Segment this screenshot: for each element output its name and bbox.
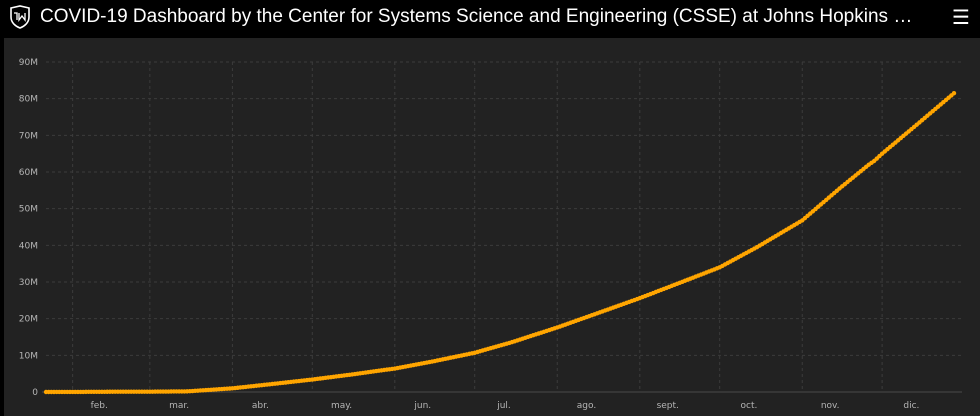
x-tick-label: jul.: [496, 401, 511, 411]
cumulative-cases-chart: 0 10M 20M 30M 40M 50M 60M 70M 80M 90M feb. mar. abr…: [19, 58, 962, 411]
y-tick-label: 60M: [19, 168, 38, 178]
x-tick-label: may.: [331, 401, 352, 411]
y-tick-label: 10M: [19, 351, 38, 361]
x-tick-label: nov.: [821, 401, 840, 411]
y-tick-label: 80M: [19, 95, 38, 105]
x-tick-label: ago.: [577, 401, 596, 411]
chart-grid: [42, 61, 962, 393]
y-tick-label: 20M: [19, 315, 38, 325]
data-point[interactable]: [951, 90, 957, 96]
y-tick-label: 90M: [19, 58, 38, 68]
y-tick-label: 0: [32, 388, 38, 398]
y-tick-label: 50M: [19, 205, 38, 215]
x-tick-label: dic.: [903, 401, 919, 411]
x-tick-label: abr.: [252, 401, 269, 411]
x-tick-label: sept.: [657, 401, 679, 411]
y-tick-label: 70M: [19, 131, 38, 141]
hamburger-menu-icon[interactable]: ☰: [952, 5, 970, 29]
chart-panel: 0 10M 20M 30M 40M 50M 60M 70M 80M 90M feb. mar. abr…: [4, 38, 980, 416]
x-tick-label: mar.: [169, 401, 189, 411]
series-line: [43, 90, 957, 395]
x-tick-label: oct.: [741, 401, 758, 411]
jhu-shield-icon: [10, 5, 30, 29]
dashboard-header: COVID-19 Dashboard by the Center for Sys…: [0, 0, 980, 34]
x-axis: feb. mar. abr. may. jun. jul. ago. sept. oct. nov…: [91, 401, 920, 411]
y-tick-label: 40M: [19, 241, 38, 251]
x-tick-label: jun.: [413, 401, 431, 411]
y-tick-label: 30M: [19, 278, 38, 288]
page-title: COVID-19 Dashboard by the Center for Sys…: [40, 6, 920, 27]
y-axis: 0 10M 20M 30M 40M 50M 60M 70M 80M 90M: [19, 58, 38, 398]
x-tick-label: feb.: [91, 401, 108, 411]
